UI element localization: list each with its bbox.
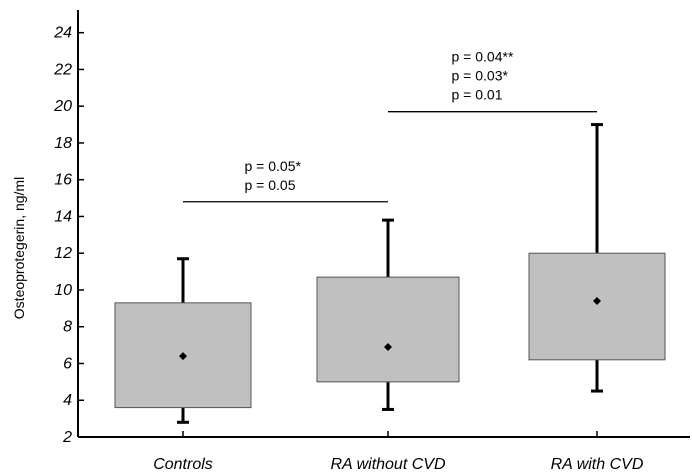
y-tick-label: 20 [53, 98, 72, 115]
y-tick-label: 18 [54, 135, 72, 152]
x-axis-category-labels: Controls RA without CVD RA with CVD [153, 431, 644, 473]
y-tick-label: 14 [54, 208, 72, 225]
y-tick-label: 2 [62, 429, 72, 446]
box-iqr [528, 252, 666, 361]
box-group [114, 257, 252, 424]
y-tick-label: 22 [53, 61, 72, 78]
y-tick-label: 12 [54, 245, 72, 262]
box-group [316, 218, 460, 411]
y-tick-label: 10 [54, 282, 72, 299]
y-axis-label: Osteoprotegerin, ng/ml [11, 177, 27, 319]
median-marker [593, 297, 601, 305]
y-tick-label: 6 [63, 355, 72, 372]
y-tick-label: 8 [63, 319, 72, 336]
y-tick-label: 24 [53, 25, 72, 42]
p-value-label: p = 0.04** [452, 49, 514, 65]
p-value-label: p = 0.05 [245, 177, 296, 193]
comparison-group: p = 0.04** p = 0.03* p = 0.01 [388, 49, 597, 113]
comparison-annotations: p = 0.05*p = 0.05p = 0.04**p = 0.03*p = … [183, 49, 597, 203]
y-tick-label: 16 [54, 172, 72, 189]
median-marker [384, 342, 392, 351]
p-value-label: p = 0.03* [452, 68, 509, 84]
axes [77, 10, 690, 438]
x-category-label: RA with CVD [551, 456, 644, 473]
y-tick-label: 4 [63, 392, 72, 409]
comparison-group: p = 0.05* p = 0.05 [183, 158, 388, 203]
median-marker [179, 352, 187, 361]
x-category-label: Controls [153, 456, 213, 473]
p-value-label: p = 0.05* [245, 158, 302, 174]
boxes [114, 123, 666, 424]
x-category-label: RA without CVD [331, 456, 446, 473]
p-value-label: p = 0.01 [452, 87, 503, 103]
box-iqr [316, 276, 460, 383]
box-group [528, 123, 666, 393]
